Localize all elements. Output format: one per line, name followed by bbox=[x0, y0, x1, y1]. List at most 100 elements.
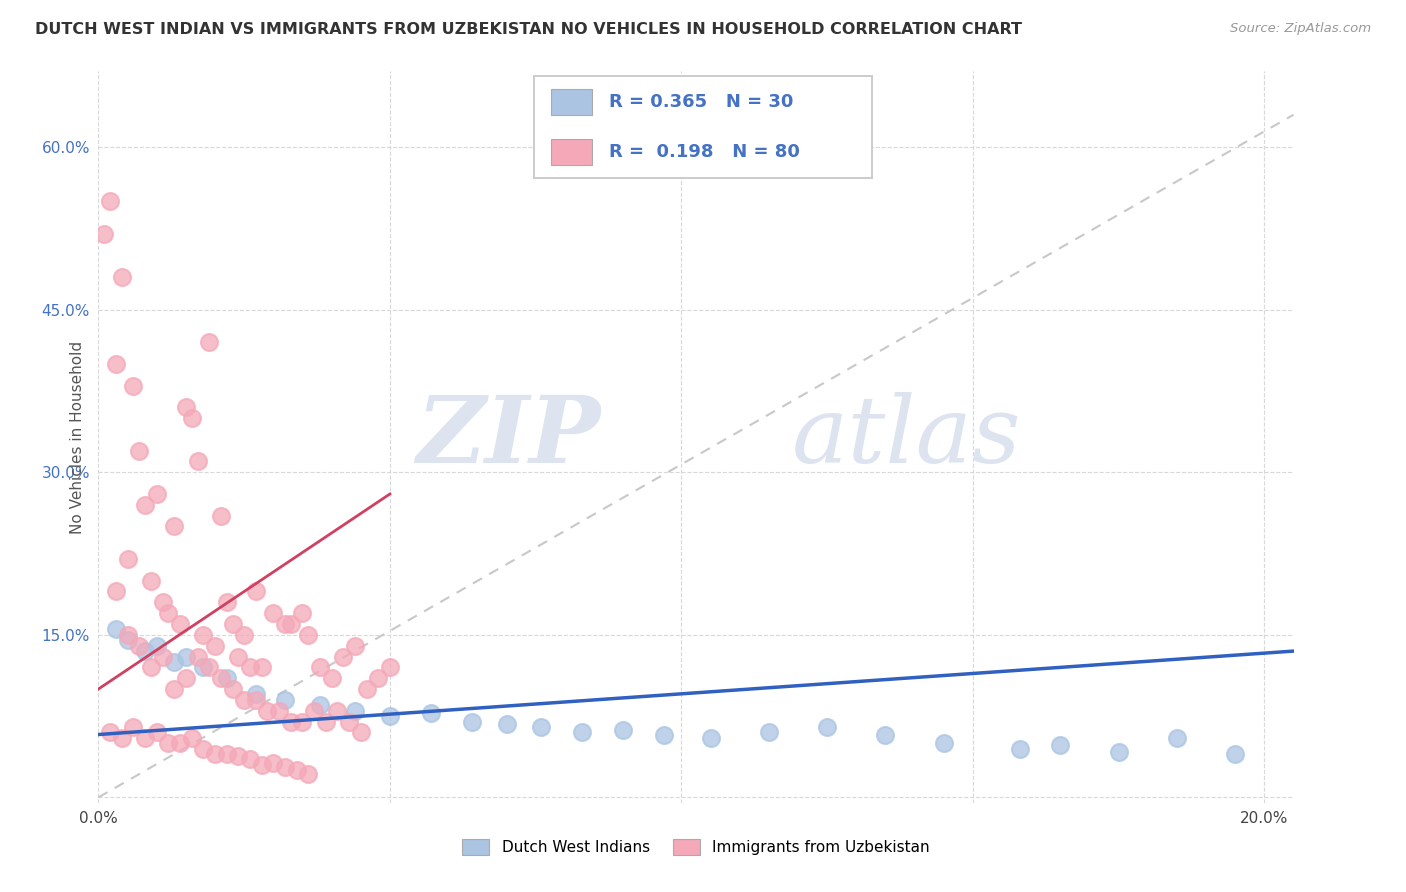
Point bbox=[350, 725, 373, 739]
Point bbox=[571, 725, 593, 739]
Point bbox=[612, 723, 634, 738]
Point bbox=[204, 747, 226, 761]
Point bbox=[932, 736, 955, 750]
Point bbox=[228, 649, 250, 664]
Point bbox=[186, 649, 208, 664]
Point bbox=[145, 725, 167, 739]
Point bbox=[152, 595, 174, 609]
Point bbox=[495, 716, 517, 731]
Point bbox=[122, 720, 145, 734]
Point bbox=[1008, 741, 1031, 756]
Point bbox=[145, 487, 167, 501]
Point bbox=[215, 671, 238, 685]
Point bbox=[758, 725, 780, 739]
Point bbox=[180, 411, 202, 425]
Point bbox=[139, 574, 162, 588]
Point bbox=[291, 714, 314, 729]
Point bbox=[186, 454, 208, 468]
Point bbox=[291, 606, 314, 620]
Point bbox=[152, 649, 174, 664]
Point bbox=[215, 595, 238, 609]
Point bbox=[815, 720, 838, 734]
Point bbox=[239, 752, 262, 766]
Point bbox=[98, 194, 121, 209]
Point bbox=[104, 357, 127, 371]
Point bbox=[169, 736, 191, 750]
Point bbox=[93, 227, 115, 241]
Point bbox=[419, 706, 441, 720]
Point bbox=[122, 378, 145, 392]
Point bbox=[221, 617, 243, 632]
Point bbox=[134, 498, 156, 512]
Text: atlas: atlas bbox=[792, 392, 1021, 482]
Point bbox=[174, 671, 197, 685]
Point bbox=[98, 725, 121, 739]
Point bbox=[134, 731, 156, 745]
Point bbox=[1225, 747, 1247, 761]
Point bbox=[309, 698, 332, 713]
Point bbox=[104, 623, 127, 637]
Point bbox=[245, 693, 267, 707]
Point bbox=[174, 401, 197, 415]
Point bbox=[1166, 731, 1188, 745]
Point bbox=[332, 649, 354, 664]
Text: R = 0.365   N = 30: R = 0.365 N = 30 bbox=[609, 93, 793, 111]
Point bbox=[233, 693, 256, 707]
Legend: Dutch West Indians, Immigrants from Uzbekistan: Dutch West Indians, Immigrants from Uzbe… bbox=[456, 833, 936, 861]
Point bbox=[193, 628, 215, 642]
Point bbox=[1049, 739, 1071, 753]
Point bbox=[163, 519, 186, 533]
Point bbox=[117, 552, 139, 566]
Point bbox=[875, 727, 897, 741]
Point bbox=[180, 731, 202, 745]
Point bbox=[245, 584, 267, 599]
Point bbox=[139, 660, 162, 674]
Point bbox=[652, 727, 675, 741]
Point bbox=[378, 660, 401, 674]
Point bbox=[280, 617, 302, 632]
Point bbox=[262, 606, 284, 620]
Point bbox=[215, 747, 238, 761]
Point bbox=[117, 628, 139, 642]
Text: DUTCH WEST INDIAN VS IMMIGRANTS FROM UZBEKISTAN NO VEHICLES IN HOUSEHOLD CORRELA: DUTCH WEST INDIAN VS IMMIGRANTS FROM UZB… bbox=[35, 22, 1022, 37]
Point bbox=[174, 649, 197, 664]
Point bbox=[134, 644, 156, 658]
Point bbox=[315, 714, 337, 729]
Point bbox=[245, 688, 267, 702]
Point bbox=[337, 714, 360, 729]
Bar bbox=[551, 139, 592, 165]
Point bbox=[233, 628, 256, 642]
Point bbox=[250, 757, 273, 772]
Point bbox=[256, 704, 278, 718]
Point bbox=[326, 704, 349, 718]
Point bbox=[309, 660, 332, 674]
Point bbox=[274, 693, 297, 707]
Point bbox=[221, 681, 243, 696]
Point bbox=[111, 270, 134, 285]
Point bbox=[460, 714, 482, 729]
Point bbox=[104, 584, 127, 599]
Point bbox=[250, 660, 273, 674]
Point bbox=[530, 720, 553, 734]
Point bbox=[163, 681, 186, 696]
Point bbox=[297, 628, 319, 642]
Point bbox=[198, 335, 221, 350]
Point bbox=[297, 766, 319, 780]
Point bbox=[163, 655, 186, 669]
Point bbox=[269, 704, 291, 718]
Point bbox=[209, 671, 232, 685]
Point bbox=[302, 704, 325, 718]
Point bbox=[699, 731, 721, 745]
Point bbox=[193, 741, 215, 756]
Point bbox=[157, 736, 180, 750]
Text: R =  0.198   N = 80: R = 0.198 N = 80 bbox=[609, 143, 800, 161]
Point bbox=[280, 714, 302, 729]
Point bbox=[367, 671, 389, 685]
Point bbox=[239, 660, 262, 674]
Point bbox=[285, 764, 308, 778]
Point bbox=[111, 731, 134, 745]
Text: Source: ZipAtlas.com: Source: ZipAtlas.com bbox=[1230, 22, 1371, 36]
Point bbox=[378, 709, 401, 723]
Text: ZIP: ZIP bbox=[416, 392, 600, 482]
Y-axis label: No Vehicles in Household: No Vehicles in Household bbox=[69, 341, 84, 533]
